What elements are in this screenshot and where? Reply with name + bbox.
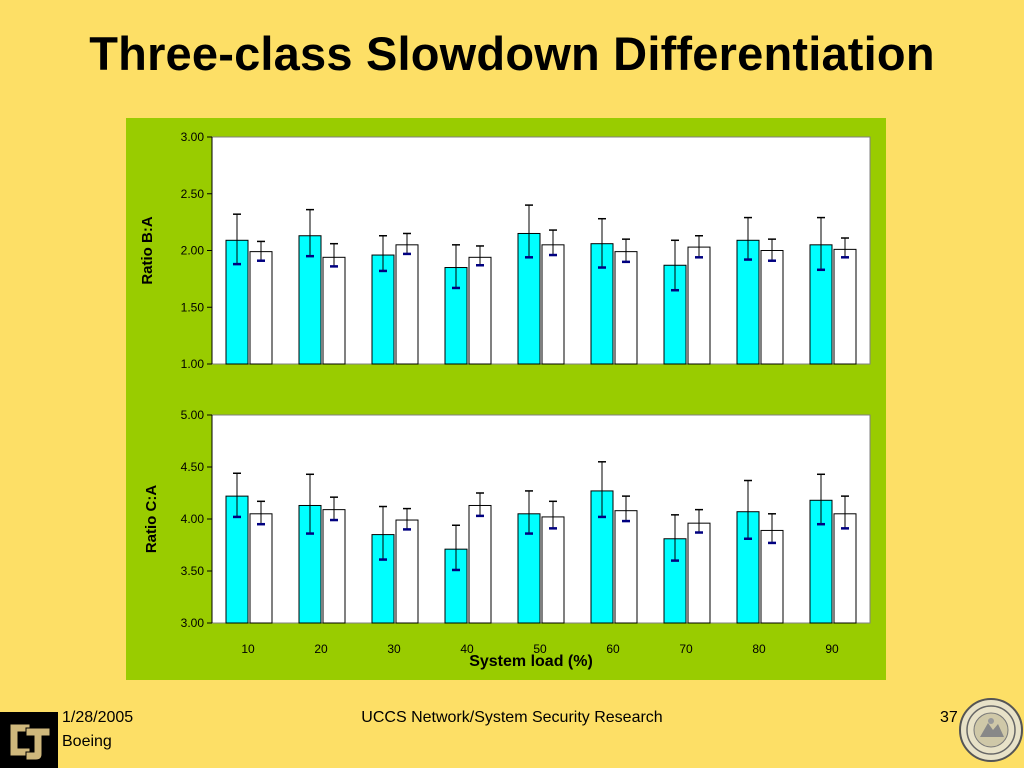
plot-area-2 — [211, 414, 871, 624]
footer-center-text: UCCS Network/System Security Research — [361, 709, 663, 726]
bar — [395, 519, 419, 624]
plot-area-1 — [211, 136, 871, 365]
footer-org: Boeing — [62, 733, 112, 750]
y-tick-label: 2.00 — [181, 244, 205, 258]
y-tick-label: 3.00 — [181, 616, 205, 630]
y-axis-title: Ratio C:A — [143, 485, 160, 553]
page-number: 37 — [940, 709, 958, 726]
x-tick-label: 10 — [241, 642, 255, 656]
y-axis-title: Ratio B:A — [139, 216, 156, 284]
bar — [541, 516, 565, 624]
chart-panel: 1.00 1.50 2.00 2.50 3.00 Ratio B:A 3.00 3.50 4.0… — [126, 118, 886, 680]
bar — [249, 513, 273, 624]
bar — [322, 256, 346, 365]
y-tick-label: 3.50 — [181, 564, 205, 578]
bar — [395, 244, 419, 365]
bar — [614, 251, 638, 365]
bar — [833, 513, 857, 624]
y-tick-label: 4.00 — [181, 512, 205, 526]
bar — [687, 522, 711, 624]
bar — [541, 244, 565, 365]
bar — [760, 529, 784, 624]
cu-logo-icon — [0, 712, 58, 768]
x-tick-label: 70 — [679, 642, 693, 656]
y-tick-label: 3.00 — [181, 130, 205, 144]
y-tick-label: 2.50 — [181, 187, 205, 201]
bar — [614, 510, 638, 624]
bar — [468, 256, 492, 365]
x-tick-label: 50 — [533, 642, 547, 656]
y-tick-label: 1.00 — [181, 357, 205, 371]
x-tick-label: 30 — [387, 642, 401, 656]
bar — [322, 509, 346, 624]
bar — [687, 246, 711, 365]
y-tick-label: 4.50 — [181, 460, 205, 474]
y-tick-label: 1.50 — [181, 300, 205, 314]
y-tick-label: 5.00 — [181, 408, 205, 422]
x-axis-title: System load (%) — [469, 653, 593, 670]
university-seal-icon — [959, 698, 1023, 762]
x-tick-label: 90 — [825, 642, 839, 656]
x-tick-label: 60 — [606, 642, 620, 656]
x-tick-label: 40 — [460, 642, 474, 656]
bar — [760, 250, 784, 365]
x-tick-label: 80 — [752, 642, 766, 656]
charts-svg: 1.00 1.50 2.00 2.50 3.00 Ratio B:A 3.00 3.50 4.0… — [126, 130, 886, 670]
slide-title: Three-class Slowdown Differentiation — [89, 27, 935, 80]
bar — [468, 504, 492, 624]
panel-separator — [126, 364, 886, 397]
bar — [833, 248, 857, 365]
bar — [249, 251, 273, 365]
footer-date: 1/28/2005 — [62, 709, 134, 726]
x-tick-label: 20 — [314, 642, 328, 656]
